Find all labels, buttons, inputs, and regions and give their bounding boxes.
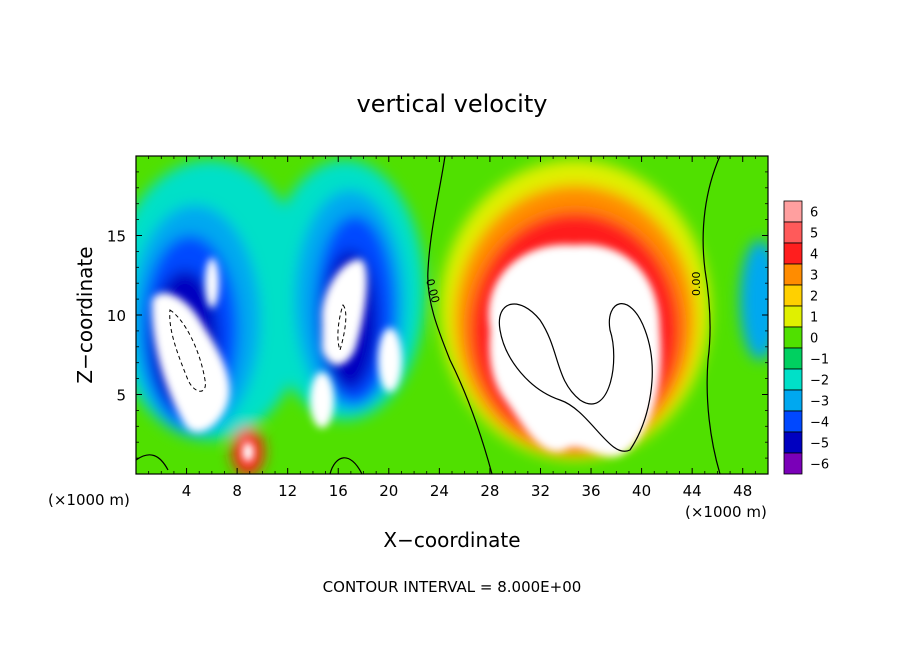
colorbar-swatch (783, 305, 803, 328)
x-tick-label: 8 (232, 482, 242, 500)
x-tick-label: 16 (329, 482, 348, 500)
downdraft-core-1 (151, 292, 230, 433)
colorbar-label: −2 (810, 374, 829, 389)
colorbar: 6 5 4 3 2 1 0 −1 −2 −3 −4 −5 −6 (783, 200, 829, 475)
colorbar-swatch (783, 389, 803, 412)
colorbar-swatch (783, 263, 803, 286)
x-tick-label: 24 (430, 482, 449, 500)
y-tick-label: 15 (107, 228, 126, 246)
colorbar-swatch (783, 242, 803, 265)
x-axis-label: X−coordinate (383, 528, 520, 552)
velocity-field: 0.00 0.00 (136, 156, 768, 474)
colorbar-swatch (783, 368, 803, 391)
x-axis-ticks: 4 8 12 16 20 24 28 32 36 40 44 48 (148, 156, 756, 500)
colorbar-swatch (783, 452, 803, 475)
colorbar-swatch (783, 410, 803, 433)
x-tick-label: 32 (531, 482, 550, 500)
zero-contour-right (702, 156, 721, 474)
colorbar-label: 2 (810, 290, 818, 305)
downdraft-core-4 (378, 328, 402, 392)
x-unit-left: (×1000 m) (48, 491, 130, 509)
contour-interval-note: CONTOUR INTERVAL = 8.000E+00 (323, 578, 582, 596)
y-tick-label: 10 (107, 307, 126, 325)
colorbar-swatch (783, 221, 803, 244)
dashed-contour-1 (169, 309, 206, 392)
chart-title: vertical velocity (357, 90, 548, 118)
x-unit-right: (×1000 m) (685, 503, 767, 521)
right-edge-downdraft (740, 240, 768, 360)
x-tick-label: 36 (581, 482, 600, 500)
dashed-contour-2 (337, 304, 347, 352)
updraft-core (488, 244, 661, 457)
x-tick-label: 4 (182, 482, 192, 500)
colorbar-label: 6 (810, 206, 818, 221)
colorbar-label: −3 (810, 395, 829, 410)
downdraft-core-3 (310, 372, 334, 428)
x-tick-label: 48 (733, 482, 752, 500)
zero-contour-left (427, 156, 493, 474)
colorbar-swatch (783, 431, 803, 454)
contour-label-1: 0.00 (423, 277, 442, 304)
colorbar-swatch (783, 284, 803, 307)
colorbar-label: −6 (810, 458, 829, 473)
colorbar-label: 1 (810, 311, 818, 326)
x-tick-label: 44 (683, 482, 702, 500)
colorbar-label: −1 (810, 353, 829, 368)
x-tick-label: 40 (632, 482, 651, 500)
y-axis-ticks: 5 10 15 (107, 171, 768, 459)
colorbar-label: 0 (810, 332, 818, 347)
colorbar-swatch (783, 347, 803, 370)
colorbar-swatch (783, 326, 803, 349)
x-tick-label: 20 (379, 482, 398, 500)
colorbar-label: 3 (810, 269, 818, 284)
y-axis-label: Z−coordinate (73, 246, 97, 383)
colorbar-label: 5 (810, 227, 818, 242)
downdraft-core-2 (321, 259, 367, 365)
x-tick-label: 12 (278, 482, 297, 500)
x-tick-label: 28 (480, 482, 499, 500)
updraft-contour (498, 303, 653, 452)
colorbar-swatch (783, 200, 803, 223)
contour-label-2: 0.00 (690, 272, 703, 297)
y-tick-label: 5 (116, 387, 126, 405)
colorbar-label: −4 (810, 416, 829, 431)
ground-contour (136, 454, 169, 471)
colorbar-label: 4 (810, 248, 818, 263)
colorbar-label: −5 (810, 437, 829, 452)
small-updraft-core (242, 442, 254, 462)
ground-contour-2 (329, 457, 363, 474)
downdraft-core-5 (205, 258, 219, 308)
